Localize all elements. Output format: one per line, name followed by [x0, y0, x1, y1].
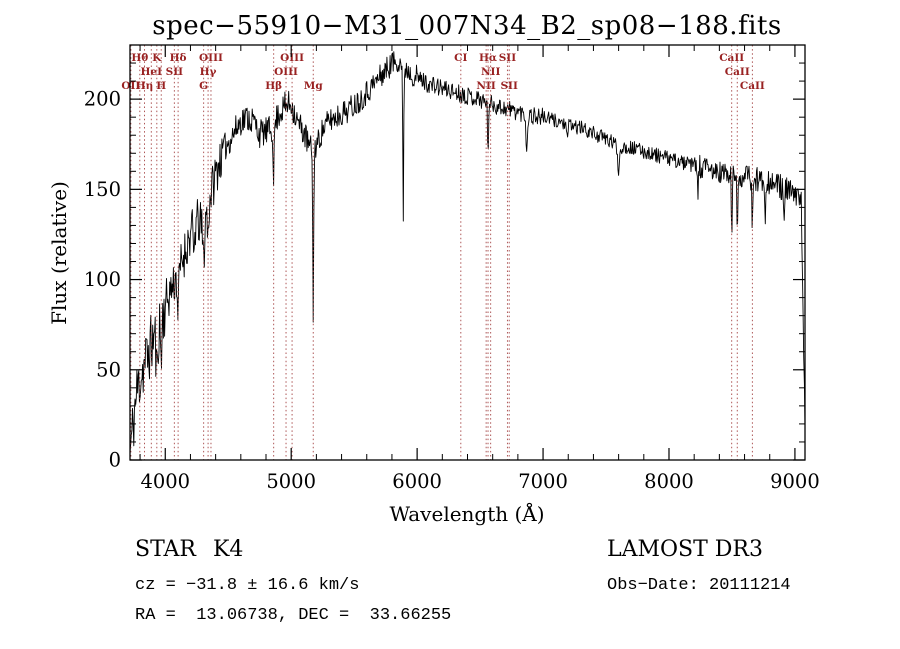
x-axis-label: Wavelength (Å): [389, 501, 544, 526]
x-tick-label: 7000: [518, 470, 568, 493]
x-tick-label: 4000: [140, 470, 190, 493]
spectral-line-label: NII: [481, 66, 501, 78]
obsdate-annotation: Obs−Date: 20111214: [607, 576, 791, 595]
spectral-line-label: Hη: [136, 80, 154, 92]
class-annotation: STAR: [135, 537, 197, 562]
y-axis-label: Flux (relative): [47, 181, 71, 325]
spectral-line-label: SII: [499, 52, 516, 64]
axis-frame-and-ticks: [129, 44, 806, 461]
coords-annotation: RA = 13.06738, DEC = 33.66255: [135, 606, 451, 625]
spectral-line-label: Hγ: [200, 66, 217, 78]
spectral-line-label: K: [152, 52, 162, 64]
x-tick-label: 5000: [266, 470, 316, 493]
y-tick-label: 50: [96, 358, 121, 381]
spectral-line-label: Hα: [479, 52, 497, 64]
subclass-annotation: K4: [213, 537, 243, 562]
survey-annotation: LAMOST DR3: [607, 537, 763, 562]
x-tick-label: 8000: [644, 470, 694, 493]
y-tick-label: 150: [84, 178, 121, 201]
spectral-line-label: G: [199, 80, 208, 92]
spectral-line-label: Hθ: [131, 52, 148, 64]
x-tick-label: 9000: [770, 470, 820, 493]
spectral-line-label: CaII: [725, 66, 750, 78]
spectral-line-label: Hβ: [265, 80, 282, 92]
y-tick-label: 200: [84, 88, 121, 111]
plot-title: spec−55910−M31_007N34_B2_sp08−188.fits: [152, 11, 782, 41]
spectral-line-label: OIII: [280, 52, 304, 64]
y-tick-label: 100: [84, 268, 121, 291]
spectral-line-label: NII: [476, 80, 496, 92]
x-tick-label: 6000: [392, 470, 442, 493]
spectral-line-label: HeI: [141, 66, 163, 78]
cz-annotation: cz = −31.8 ± 16.6 km/s: [135, 576, 359, 595]
spectral-line-label: OIII: [274, 66, 298, 78]
y-tick-label: 0: [109, 449, 121, 472]
spectral-line-label: Mg: [304, 80, 324, 92]
spectral-line-label: H: [156, 80, 166, 92]
spectrum-polyline: [129, 51, 806, 453]
spectral-line-label: CI: [454, 52, 467, 64]
spectral-line-label: OII: [121, 80, 140, 92]
spectral-line-label: Hδ: [170, 52, 187, 64]
spectral-line-label: CaII: [740, 80, 765, 92]
tick-labels: 4000 5000 6000 7000 8000 9000 0 50 100 150 200: [84, 88, 820, 493]
spectral-line-label: SII: [500, 80, 517, 92]
spectral-line-label: CaII: [719, 52, 744, 64]
spectral-line-label: OIII: [199, 52, 223, 64]
spectrum-trace: [129, 51, 806, 453]
spectral-line-label: SII: [166, 66, 183, 78]
